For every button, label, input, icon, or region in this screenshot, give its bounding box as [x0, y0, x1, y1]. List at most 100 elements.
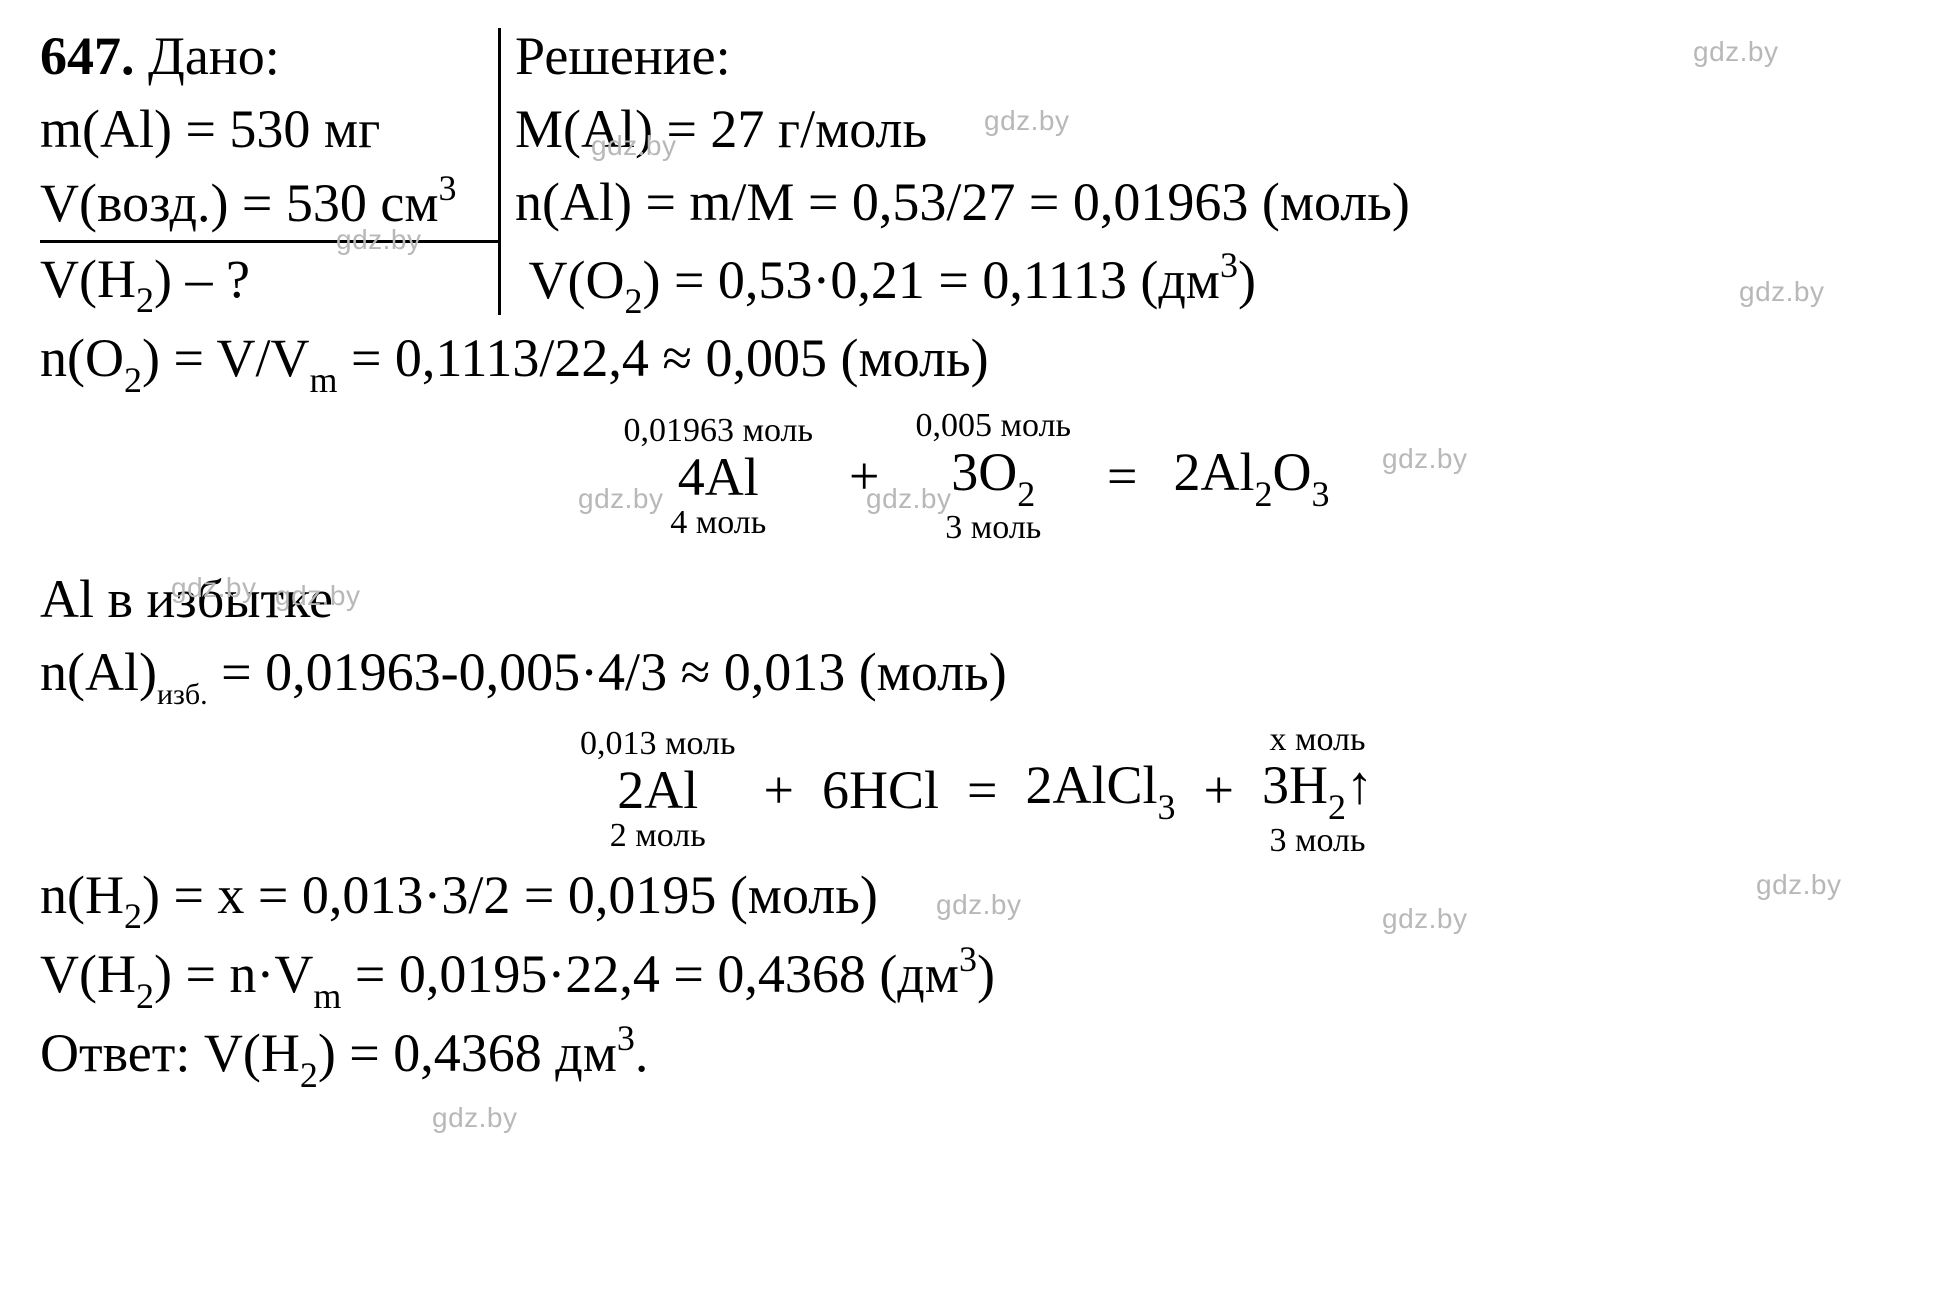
excess-line: Al в избытке — [40, 563, 1913, 636]
given-line-1: m(Al) = 530 мг — [40, 93, 484, 166]
watermark: gdz.by — [432, 1099, 518, 1137]
annotation-top: 0,01963 моль — [623, 413, 813, 449]
text: ) = n·V — [154, 944, 313, 1004]
solution-line-2: n(Al) = m/M = 0,53/27 = 0,01963 (моль) — [515, 166, 1410, 239]
given-solution-block: 647. Дано: m(Al) = 530 мг V(возд.) = 530… — [40, 20, 1913, 243]
text: n(H — [40, 865, 124, 925]
given-label: Дано: — [148, 26, 280, 86]
n-al-excess-line: n(Al)изб. = 0,01963-0,005·4/3 ≈ 0,013 (м… — [40, 636, 1913, 713]
subscript-3: 3 — [1158, 787, 1176, 827]
reagent-o2: 0,005 моль 3O2 3 моль — [916, 408, 1072, 545]
annotation-bot — [876, 818, 885, 854]
subscript-m: m — [309, 360, 337, 400]
product-h2: x моль 3H2↑ 3 моль — [1262, 722, 1373, 859]
annotation-top: x моль — [1269, 722, 1365, 758]
text: 3O — [951, 442, 1017, 502]
annotation-bot — [1096, 823, 1105, 859]
subscript-2: 2 — [1255, 474, 1273, 514]
text: O — [1273, 442, 1312, 502]
formula: 2Al — [617, 762, 698, 819]
plus: + — [1176, 754, 1262, 827]
subscript-2: 2 — [136, 280, 154, 320]
find-prefix: V(H — [40, 249, 136, 309]
text: = 0,01963-0,005·4/3 ≈ 0,013 (моль) — [208, 642, 1007, 702]
annotation-bot — [1247, 510, 1256, 546]
solution-column: Решение: M(Al) = 27 г/моль n(Al) = m/M =… — [515, 20, 1410, 243]
given-line-2: V(возд.) = 530 см3 — [40, 166, 484, 240]
reagent-hcl: 6HCl — [822, 726, 939, 854]
vertical-divider — [498, 28, 501, 243]
text: . — [635, 1023, 649, 1083]
given-column: 647. Дано: m(Al) = 530 мг V(возд.) = 530… — [40, 20, 498, 243]
subscript-2: 2 — [124, 360, 142, 400]
find-row: V(H2) – ? V(O2) = 0,53·0,21 = 0,1113 (дм… — [40, 243, 1913, 322]
text: ) = 0,4368 дм — [318, 1023, 617, 1083]
vertical-divider — [498, 243, 501, 315]
subscript-2: 2 — [1328, 787, 1346, 827]
n-o2-line: n(O2) = V/Vm = 0,1113/22,4 ≈ 0,005 (моль… — [40, 322, 1913, 400]
answer-line: Ответ: V(H2) = 0,4368 дм3. — [40, 1016, 1913, 1095]
annotation-top: 0,005 моль — [916, 408, 1072, 444]
find-suffix: ) – ? — [154, 249, 250, 309]
equation-1: 0,01963 моль 4Al 4 моль + 0,005 моль 3O2… — [40, 408, 1913, 545]
n-h2-line: n(H2) = x = 0,013·3/2 = 0,0195 (моль) — [40, 859, 1913, 937]
superscript-3: 3 — [617, 1018, 635, 1058]
product-al2o3: 2Al2O3 — [1174, 408, 1330, 545]
text: 2Al — [1174, 442, 1255, 502]
formula: 4Al — [678, 449, 759, 506]
subscript-m: m — [313, 976, 341, 1016]
text: n(O — [40, 328, 124, 388]
formula: 6HCl — [822, 762, 939, 819]
formula: 3H2↑ — [1262, 757, 1373, 823]
find: V(H2) – ? — [40, 243, 498, 322]
given-line-2-text: V(возд.) = 530 см — [40, 173, 439, 233]
solution-line-3: V(O2) = 0,53·0,21 = 0,1113 (дм3) — [515, 243, 1256, 322]
subscript-2: 2 — [124, 896, 142, 936]
arrow-up-icon: ↑ — [1346, 755, 1373, 815]
subscript-2: 2 — [1017, 474, 1035, 514]
text: Ответ: V(H — [40, 1023, 300, 1083]
text: = 0,1113/22,4 ≈ 0,005 (моль) — [337, 328, 988, 388]
annotation-top — [1247, 408, 1256, 444]
text: ) — [977, 944, 995, 1004]
product-alcl3: 2AlCl3 — [1026, 722, 1176, 859]
reagent-al: 0,01963 моль 4Al 4 моль — [623, 413, 813, 541]
text: V(H — [40, 944, 136, 1004]
text: ) — [1238, 250, 1256, 310]
plus: + — [813, 440, 915, 513]
equals: = — [1071, 440, 1173, 513]
text: 2AlCl — [1026, 755, 1158, 815]
solution-label: Решение: — [515, 20, 1410, 93]
problem-number: 647. — [40, 26, 135, 86]
equation-2: 0,013 моль 2Al 2 моль + 6HCl = 2AlCl3 + … — [40, 722, 1913, 859]
subscript-izb: изб. — [157, 678, 208, 711]
annotation-bot: 3 моль — [945, 510, 1041, 546]
text: 3H — [1262, 755, 1328, 815]
solution-line-1: M(Al) = 27 г/моль — [515, 93, 1410, 166]
formula: 2Al2O3 — [1174, 444, 1330, 510]
subscript-2: 2 — [624, 281, 642, 321]
annotation-bot: 4 моль — [670, 505, 766, 541]
annotation-top: 0,013 моль — [580, 726, 736, 762]
text: ) = x = 0,013·3/2 = 0,0195 (моль) — [142, 865, 878, 925]
text: ) = 0,53·0,21 = 0,1113 (дм — [642, 250, 1220, 310]
reagent-al: 0,013 моль 2Al 2 моль — [580, 726, 736, 854]
superscript-3: 3 — [439, 168, 457, 208]
text: ) = V/V — [142, 328, 309, 388]
equals: = — [939, 754, 1025, 827]
subscript-3: 3 — [1312, 474, 1330, 514]
subscript-2: 2 — [300, 1055, 318, 1095]
annotation-bot: 2 моль — [610, 818, 706, 854]
formula: 2AlCl3 — [1026, 757, 1176, 823]
subscript-2: 2 — [136, 976, 154, 1016]
text: n(Al) — [40, 642, 157, 702]
annotation-top — [1096, 722, 1105, 758]
formula: 3O2 — [951, 444, 1035, 510]
annotation-bot: 3 моль — [1269, 823, 1365, 859]
plus: + — [736, 754, 822, 827]
v-h2-line: V(H2) = n·Vm = 0,0195·22,4 = 0,4368 (дм3… — [40, 937, 1913, 1016]
page: gdz.by gdz.by gdz.by gdz.by gdz.by gdz.b… — [0, 0, 1953, 1305]
annotation-top — [876, 726, 885, 762]
text: V(O — [529, 250, 625, 310]
superscript-3: 3 — [959, 939, 977, 979]
